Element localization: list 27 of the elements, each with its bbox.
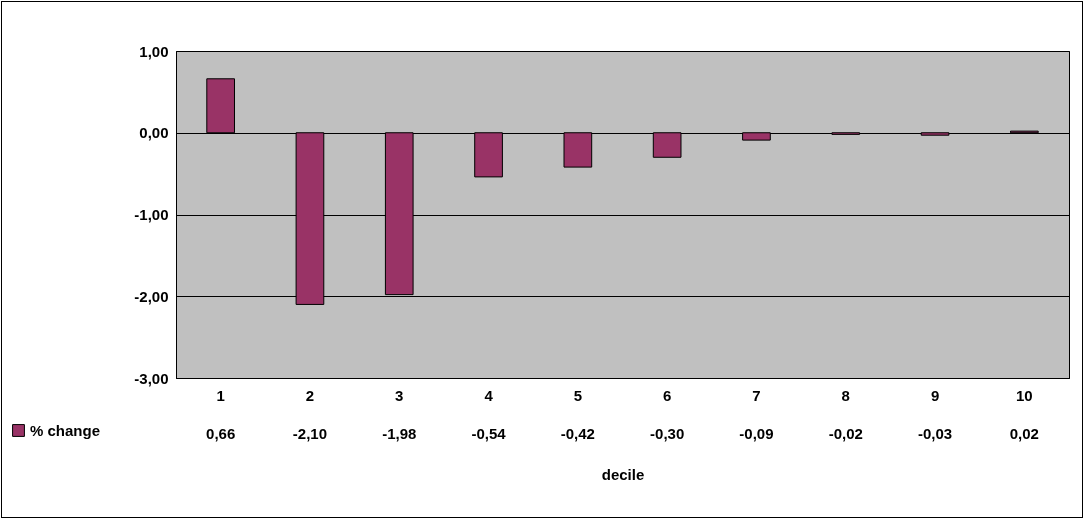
y-tick-label: -3,00 (134, 369, 169, 387)
x-tick-label: 6 (662, 386, 672, 404)
data-label: -0,03 (917, 425, 953, 442)
data-label: -0,30 (650, 425, 685, 442)
data-label: -0,42 (560, 425, 595, 442)
data-label: -0,54 (471, 425, 507, 442)
x-tick-label: 8 (841, 386, 850, 404)
x-tick-label: 10 (1016, 386, 1033, 404)
y-tick-label: -1,00 (134, 206, 169, 223)
x-tick-label: 3 (395, 386, 404, 404)
y-tick-label: 1,00 (139, 42, 169, 60)
data-label: -2,10 (292, 425, 328, 442)
x-tick-label: 2 (305, 386, 315, 404)
data-label: 0,02 (1009, 425, 1039, 442)
data-label: -0,02 (828, 425, 863, 442)
data-label: -1,98 (382, 425, 417, 442)
x-tick-label: 5 (573, 386, 583, 404)
y-tick-label: -2,00 (134, 287, 169, 305)
legend-label: % change (30, 421, 101, 439)
data-label: 0,66 (206, 425, 236, 442)
data-label: -0,09 (739, 425, 774, 442)
y-tick-label: 0,00 (139, 124, 169, 142)
x-tick-label: 1 (216, 386, 225, 404)
x-tick-label: 7 (752, 386, 761, 404)
x-tick-label: 4 (484, 386, 494, 404)
x-axis-title: decile (601, 465, 645, 483)
x-tick-label: 9 (930, 386, 940, 404)
